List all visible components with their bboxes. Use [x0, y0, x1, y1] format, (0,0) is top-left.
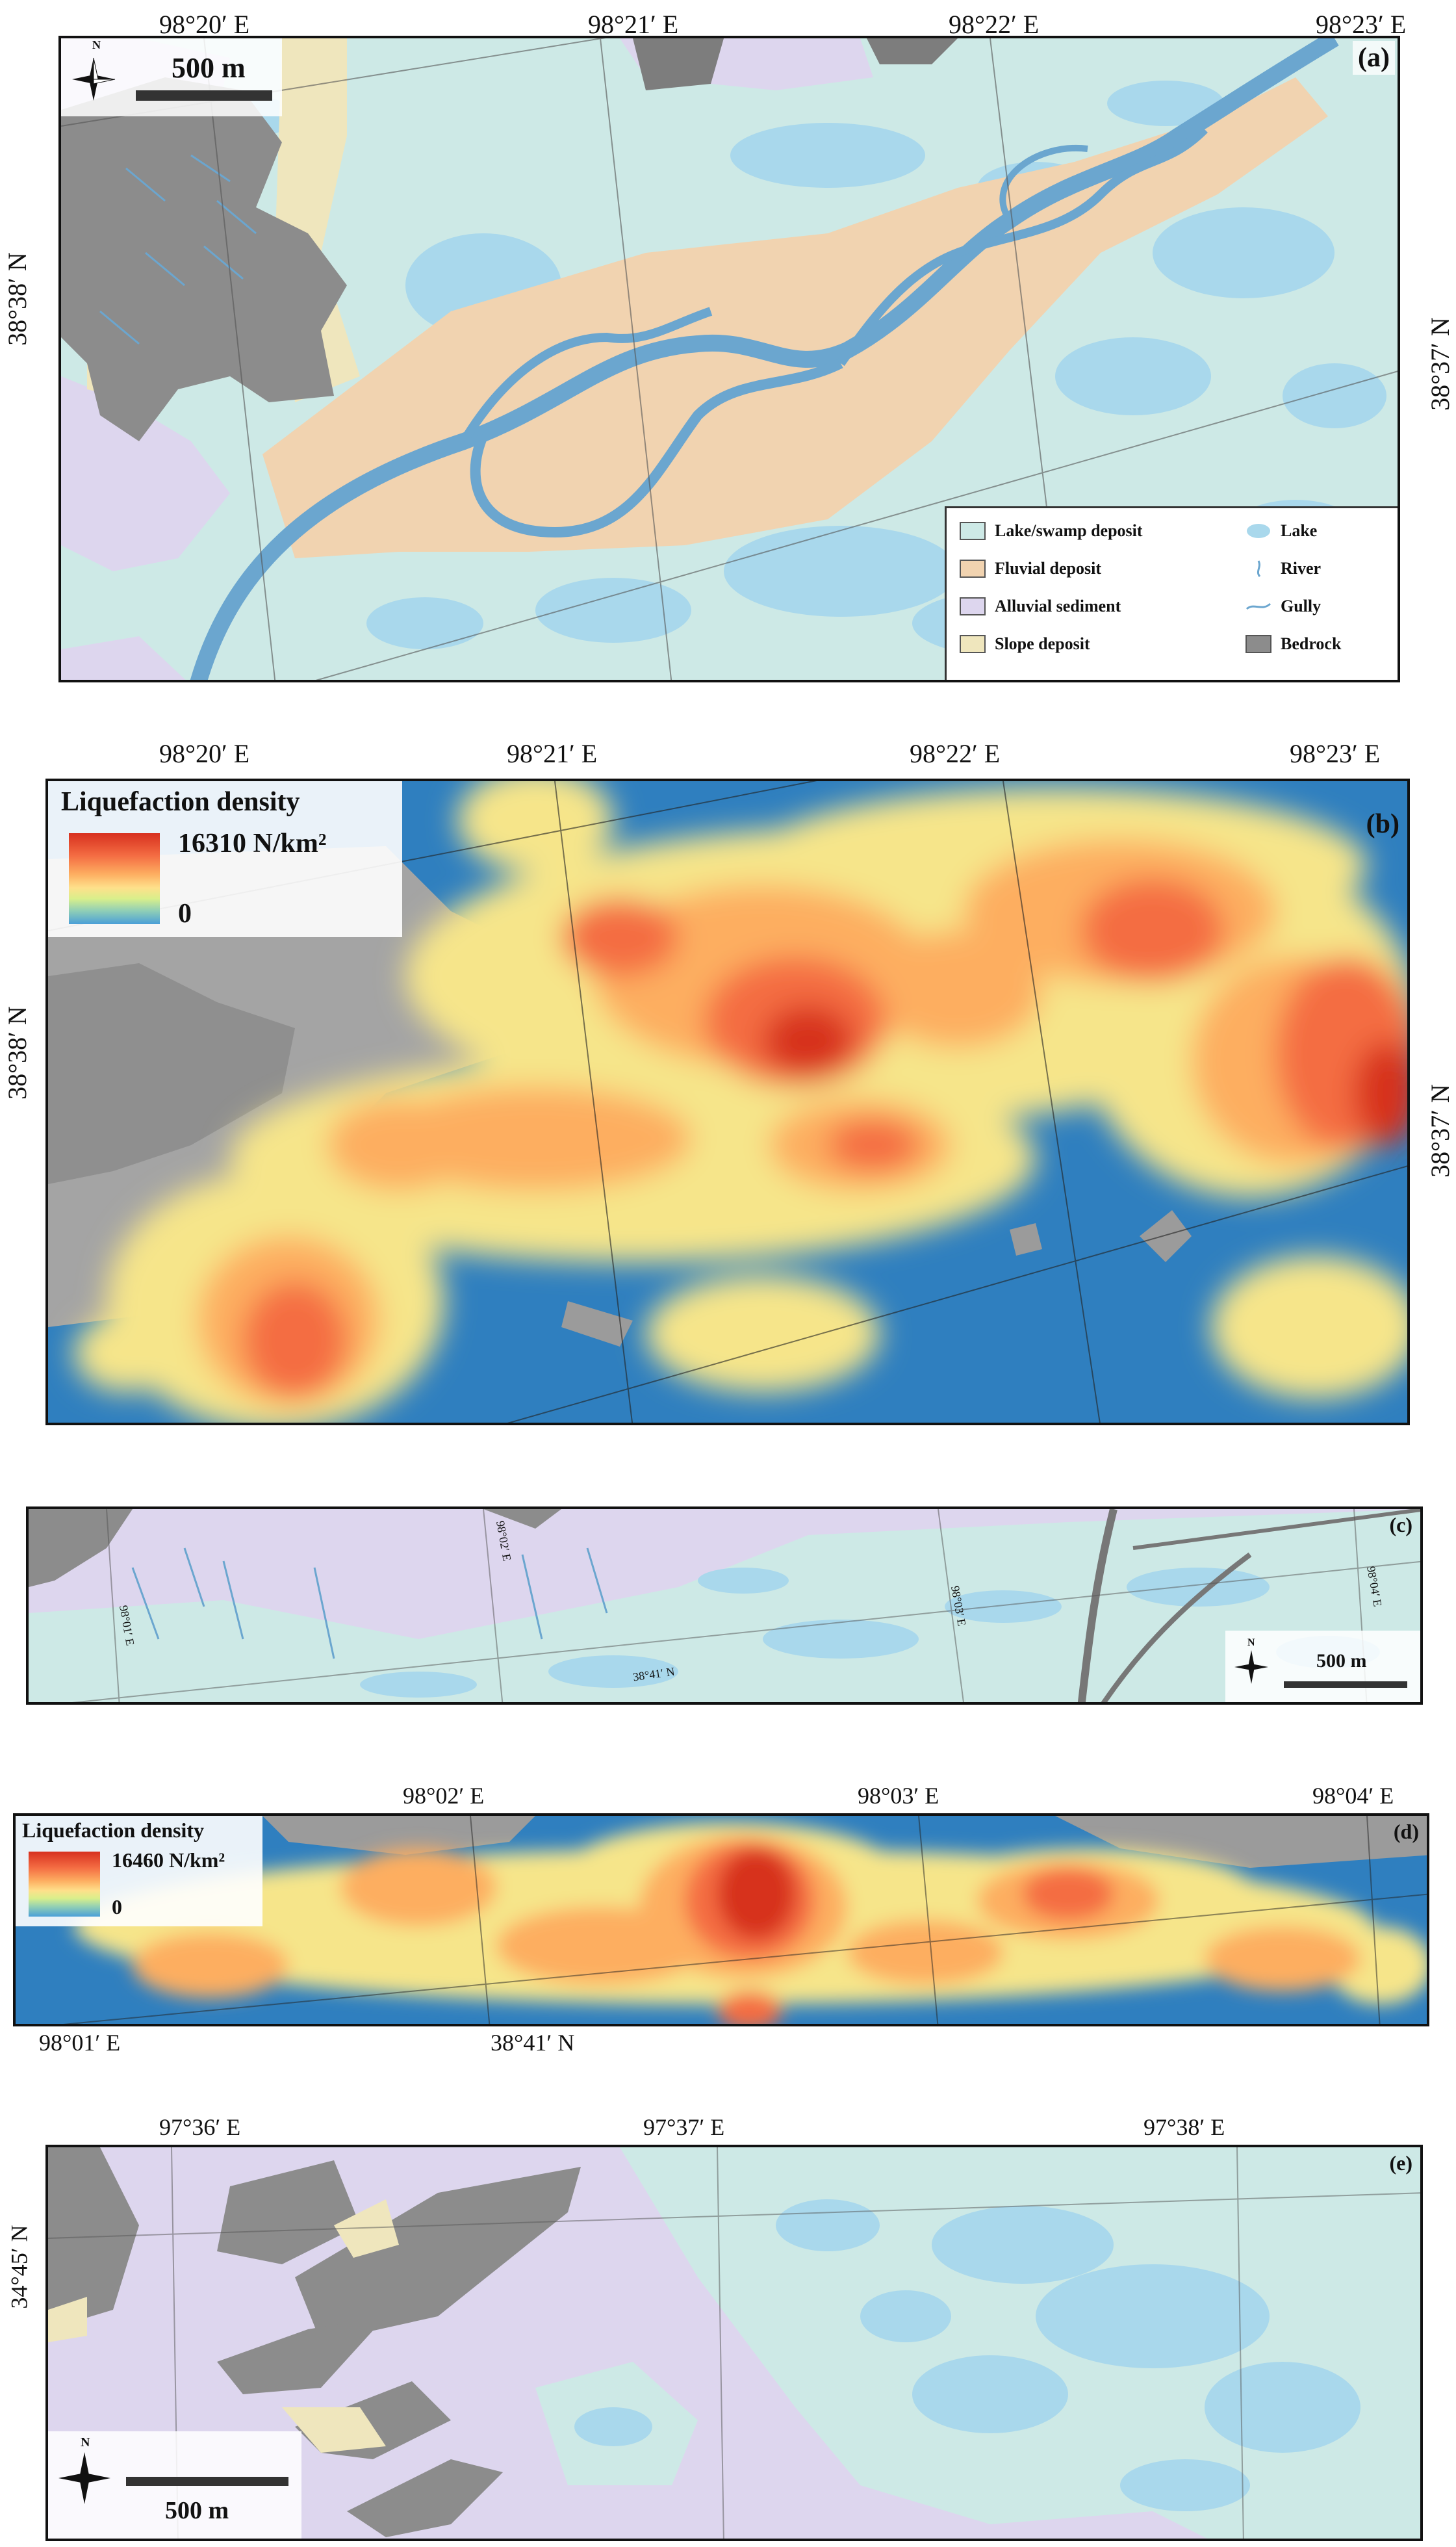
panel-e-scale-box: N 500 m — [48, 2431, 301, 2539]
panel-a-lon-2: 98°21′ E — [588, 10, 679, 39]
legend-item-lake: Lake — [1245, 521, 1317, 541]
panel-b-lon-1: 98°20′ E — [159, 739, 250, 768]
panel-e-map-graphics — [48, 2147, 1420, 2539]
fluvial-swatch-icon — [960, 560, 986, 578]
density-surface — [74, 781, 1407, 1423]
legend-item-fluvial: Fluvial deposit — [960, 559, 1101, 578]
panel-e-label: (e) — [1389, 2151, 1412, 2175]
panel-a-lat-right: 38°37′ N — [1425, 317, 1455, 411]
density-colorbar — [69, 833, 160, 924]
panel-b-lon-2: 98°21′ E — [507, 739, 598, 768]
density-min: 0 — [178, 899, 192, 929]
slope-swatch-icon — [960, 635, 986, 653]
panel-a-map-graphics — [61, 38, 1398, 680]
density-max: 16310 N/km² — [178, 829, 327, 859]
north-arrow-icon — [72, 57, 116, 101]
panel-d-lon-2: 98°03′ E — [858, 1783, 939, 1809]
panel-d-lon-1: 98°02′ E — [403, 1783, 485, 1809]
panel-a-lat-left: 38°38′ N — [2, 252, 32, 346]
density-title: Liquefaction density — [61, 787, 300, 817]
panel-d-density-map: Liquefaction density 16460 N/km² 0 (d) — [13, 1813, 1429, 2026]
legend-item-bedrock: Bedrock — [1245, 634, 1341, 654]
lake-icon — [1247, 524, 1270, 538]
legend-item-alluvial: Alluvial sediment — [960, 597, 1121, 616]
legend-item-gully: Gully — [1245, 597, 1321, 616]
river-icon — [1257, 560, 1261, 577]
scale-bar — [126, 2477, 288, 2486]
density-surface — [74, 1822, 1427, 2024]
panel-a-lon-4: 98°23′ E — [1316, 10, 1407, 39]
panel-a-lon-3: 98°22′ E — [949, 10, 1040, 39]
scale-bar — [136, 90, 272, 101]
bedrock-swatch-icon — [1245, 635, 1271, 653]
north-label: N — [81, 2435, 90, 2450]
scale-label: 500 m — [172, 52, 246, 84]
panel-b-density-map: Liquefaction density 16310 N/km² 0 (b) — [45, 779, 1410, 1425]
panel-a-scale-box: N 500 m — [61, 38, 282, 116]
scale-bar — [1284, 1681, 1407, 1688]
panel-e-geologic-map: (e) N 500 m — [45, 2145, 1423, 2541]
panel-a-geologic-map: N 500 m (a) Lake/swamp deposit Lake Fluv… — [58, 36, 1400, 682]
panel-c-scale-box: N 500 m — [1225, 1631, 1420, 1702]
density-colorbar — [29, 1852, 100, 1917]
panel-b-lat-right: 38°37′ N — [1425, 1084, 1455, 1178]
panel-c-map-graphics — [29, 1509, 1420, 1702]
panel-b-density-legend: Liquefaction density 16310 N/km² 0 — [48, 781, 402, 937]
north-label: N — [92, 38, 101, 51]
north-label: N — [1247, 1637, 1255, 1648]
panel-d-density-legend: Liquefaction density 16460 N/km² 0 — [16, 1816, 262, 1926]
panel-b-map-graphics — [48, 781, 1407, 1423]
panel-c-geologic-map: 98°01′ E 98°02′ E 98°03′ E 98°04′ E 38°4… — [26, 1506, 1423, 1705]
panel-d-map-graphics — [16, 1816, 1427, 2024]
panel-d-label: (d) — [1393, 1820, 1419, 1843]
panel-b-lat-left: 38°38′ N — [2, 1006, 32, 1100]
panel-d-bottom-lon: 98°01′ E — [39, 2030, 121, 2056]
alluvial-swatch-icon — [960, 597, 986, 615]
panel-e-lon-3: 97°38′ E — [1143, 2114, 1225, 2140]
panel-b-lon-3: 98°22′ E — [910, 739, 1001, 768]
gully-icon — [1245, 602, 1271, 610]
panel-b-label: (b) — [1366, 809, 1399, 839]
north-arrow-icon — [1234, 1650, 1268, 1684]
panel-b-lon-4: 98°23′ E — [1290, 739, 1381, 768]
panel-a-lon-1: 98°20′ E — [159, 10, 250, 39]
panel-a-label: (a) — [1353, 41, 1395, 75]
panel-c-label: (c) — [1389, 1513, 1412, 1536]
north-arrow-icon — [58, 2452, 110, 2504]
panel-e-lat-left: 34°45′ N — [6, 2225, 32, 2309]
panel-d-bottom-lat: 38°41′ N — [491, 2030, 575, 2056]
panel-e-lon-1: 97°36′ E — [159, 2114, 241, 2140]
density-min: 0 — [112, 1895, 122, 1919]
density-title: Liquefaction density — [22, 1818, 205, 1842]
legend-item-slope: Slope deposit — [960, 634, 1090, 654]
panel-e-lon-2: 97°37′ E — [643, 2114, 725, 2140]
panel-d-lon-3: 98°04′ E — [1312, 1783, 1394, 1809]
scale-label: 500 m — [1316, 1650, 1367, 1672]
lake-swamp-swatch-icon — [960, 522, 986, 540]
panel-a-legend: Lake/swamp deposit Lake Fluvial deposit … — [945, 506, 1398, 680]
legend-item-river: River — [1245, 559, 1321, 578]
legend-item-lake-swamp: Lake/swamp deposit — [960, 521, 1143, 541]
density-max: 16460 N/km² — [112, 1848, 225, 1872]
scale-label: 500 m — [165, 2497, 229, 2524]
